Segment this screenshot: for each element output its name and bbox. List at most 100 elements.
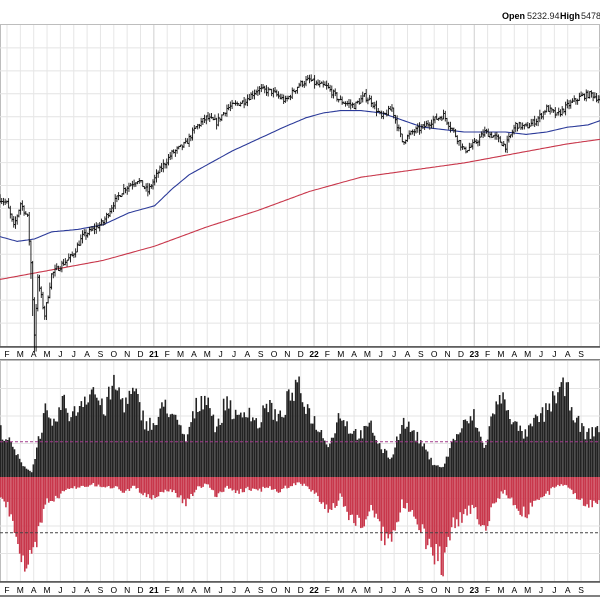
breadth-bar-negative	[46, 477, 48, 499]
breadth-bar-negative	[320, 477, 323, 504]
breadth-bar-positive	[113, 374, 115, 477]
x-tick-label: S	[258, 585, 264, 595]
breadth-bar-negative	[378, 477, 381, 522]
breadth-bar-negative	[174, 477, 177, 493]
breadth-bar-negative	[392, 477, 395, 531]
breadth-bar-positive	[481, 442, 484, 477]
breadth-bar-negative	[315, 477, 318, 493]
breadth-bar-positive	[399, 433, 402, 477]
breadth-bar-positive	[75, 415, 78, 478]
breadth-bar-positive	[342, 420, 345, 477]
breadth-bar-positive	[308, 408, 311, 478]
breadth-bar-positive	[128, 390, 131, 477]
breadth-bar-negative	[306, 477, 309, 487]
breadth-bar-positive	[276, 421, 278, 477]
breadth-bar-negative	[200, 477, 203, 488]
breadth-bar-negative	[181, 477, 184, 504]
breadth-bar-negative	[447, 477, 450, 537]
x-tick-label: O	[271, 349, 278, 359]
breadth-bar-negative	[18, 477, 21, 554]
breadth-bar-negative	[10, 477, 12, 515]
breadth-bar-negative	[255, 477, 258, 490]
breadth-bar-positive	[317, 431, 319, 478]
breadth-bar-positive	[197, 412, 199, 477]
breadth-bar-negative	[279, 477, 282, 493]
breadth-bar-positive	[17, 454, 19, 477]
x-tick-label: A	[31, 585, 37, 595]
breadth-bar-negative	[267, 477, 270, 488]
breadth-bar-negative	[555, 477, 558, 487]
breadth-bar-negative	[51, 477, 54, 501]
breadth-bar-negative	[250, 477, 252, 491]
x-tick-label: J	[539, 585, 543, 595]
x-tick-label: J	[552, 585, 556, 595]
breadth-bar-positive	[298, 376, 300, 477]
breadth-bar-negative	[413, 477, 415, 517]
breadth-bar-positive	[145, 421, 148, 478]
breadth-bar-negative	[598, 477, 600, 501]
breadth-bar-negative	[149, 477, 151, 499]
breadth-bar-negative	[528, 477, 530, 515]
breadth-bar-positive	[68, 421, 71, 477]
breadth-bar-negative	[540, 477, 542, 498]
breadth-bar-positive	[480, 436, 482, 478]
breadth-bar-positive	[437, 465, 439, 477]
x-tick-label: 23	[470, 585, 480, 595]
breadth-bar-negative	[214, 477, 216, 497]
breadth-bar-positive	[353, 430, 355, 477]
breadth-bar-negative	[101, 477, 103, 488]
breadth-bar-negative	[548, 477, 551, 495]
x-tick-label: A	[405, 585, 411, 595]
breadth-bar-positive	[581, 423, 583, 478]
breadth-bar-positive	[156, 425, 158, 477]
breadth-bar-negative	[456, 477, 458, 520]
breadth-bar-negative	[377, 477, 379, 519]
breadth-bar-positive	[488, 426, 491, 477]
breadth-bar-negative	[497, 477, 499, 499]
breadth-bar-negative	[54, 477, 57, 496]
x-tick-label: M	[177, 349, 184, 359]
breadth-bar-negative	[32, 477, 35, 548]
breadth-bar-negative	[509, 477, 511, 499]
breadth-bar-positive	[365, 425, 367, 478]
breadth-bar-negative	[270, 477, 273, 490]
breadth-bar-positive	[73, 406, 76, 477]
breadth-bar-positive	[329, 443, 331, 477]
breadth-bar-positive	[231, 419, 234, 477]
breadth-bar-positive	[109, 399, 112, 477]
breadth-bar-positive	[121, 398, 124, 478]
breadth-bar-negative	[168, 477, 170, 492]
breadth-bar-positive	[209, 408, 211, 477]
breadth-bar-negative	[492, 477, 494, 504]
breadth-bar-positive	[552, 391, 554, 477]
breadth-bar-negative	[102, 477, 105, 487]
breadth-bar-positive	[108, 386, 110, 477]
price-panel	[0, 24, 600, 353]
breadth-bar-positive	[46, 410, 48, 477]
breadth-bar-positive	[246, 417, 249, 477]
breadth-bar-negative	[156, 477, 158, 498]
breadth-bar-positive	[15, 455, 18, 478]
breadth-bar-negative	[483, 477, 486, 526]
breadth-bar-negative	[44, 477, 47, 505]
x-tick-label: O	[110, 349, 117, 359]
breadth-bar-positive	[526, 436, 528, 477]
breadth-bar-negative	[558, 477, 561, 487]
breadth-bar-positive	[500, 403, 503, 478]
breadth-bar-positive	[402, 417, 405, 478]
breadth-bar-negative	[358, 477, 360, 518]
breadth-bar-positive	[178, 424, 180, 478]
breadth-bar-negative	[0, 477, 2, 498]
breadth-bar-negative	[171, 477, 174, 493]
breadth-bar-positive	[123, 412, 126, 477]
breadth-bar-positive	[519, 425, 522, 477]
breadth-bar-positive	[337, 413, 340, 478]
x-tick-label: M	[337, 349, 344, 359]
breadth-bar-negative	[209, 477, 211, 488]
breadth-bar-positive	[442, 466, 444, 477]
breadth-bar-positive	[267, 412, 270, 477]
breadth-bar-negative	[152, 477, 155, 496]
x-tick-label: F	[325, 585, 330, 595]
breadth-bar-positive	[558, 386, 561, 477]
breadth-bar-negative	[130, 477, 132, 489]
